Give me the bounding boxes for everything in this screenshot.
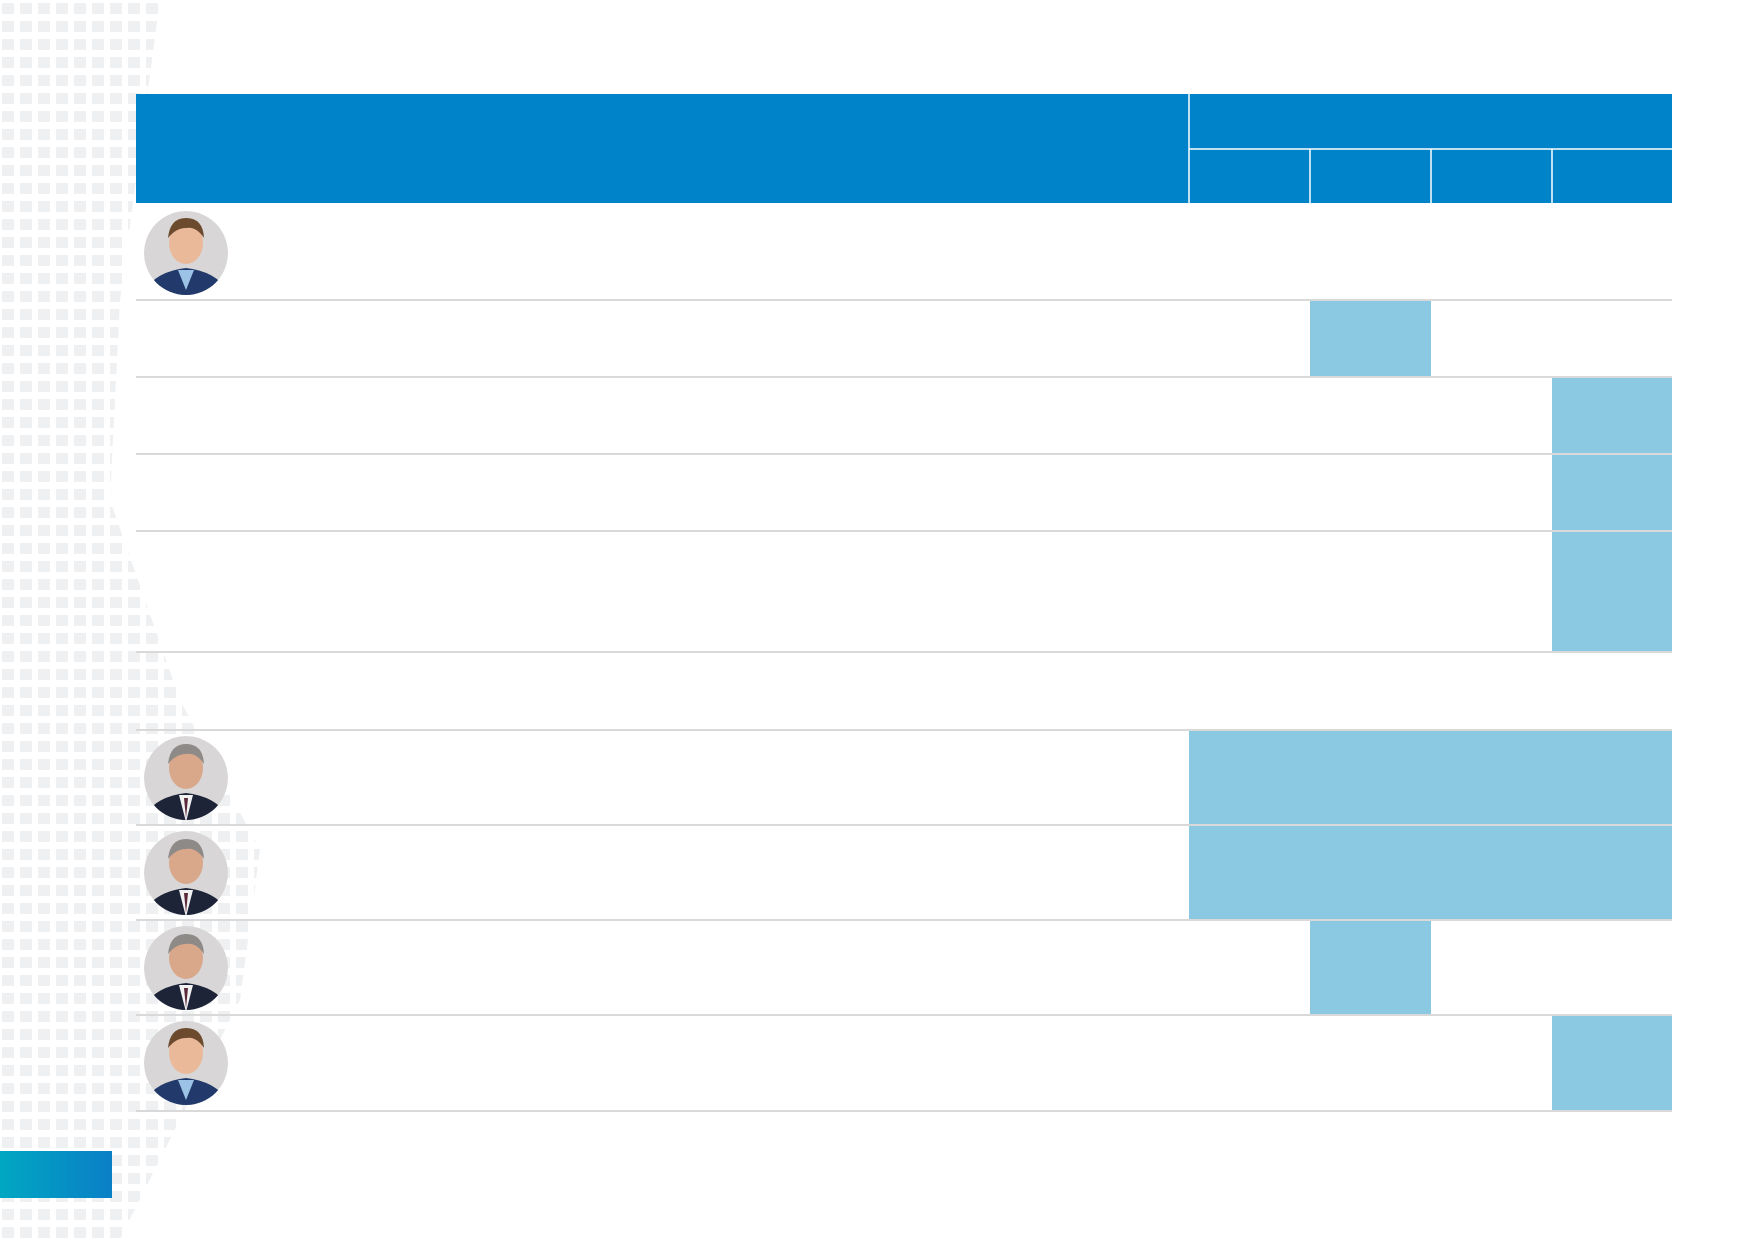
header-dividers [1188,94,1672,203]
avatar [144,831,228,915]
highlight-cells [1189,300,1672,1111]
page-tab [0,1151,112,1198]
avatar [144,926,228,1010]
avatar [144,211,228,295]
row-separators [136,299,1672,1112]
